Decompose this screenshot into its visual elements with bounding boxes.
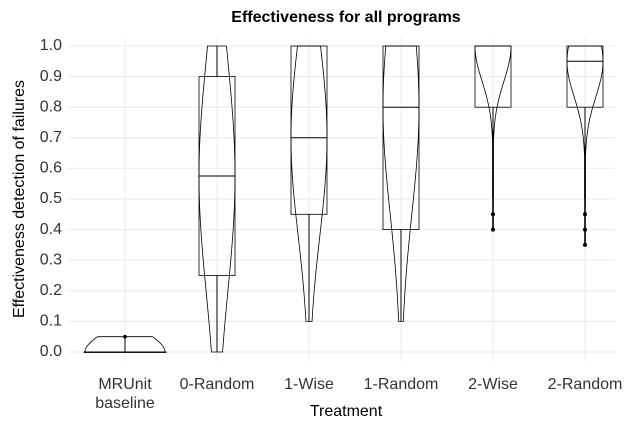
y-tick-label: 0.5 — [40, 190, 62, 207]
x-tick-label: 0-Random — [179, 376, 255, 393]
outlier — [583, 242, 587, 247]
x-tick-label: MRUnit baseline — [95, 376, 155, 412]
y-tick-label: 0.8 — [40, 98, 62, 115]
y-tick-label: 0.4 — [40, 221, 62, 238]
whisker-end — [123, 334, 127, 339]
y-tick-label: 0.7 — [40, 129, 62, 146]
violin — [84, 336, 166, 353]
box — [382, 45, 420, 231]
y-tick-label: 0.9 — [40, 68, 62, 85]
outlier — [491, 227, 495, 232]
outlier — [583, 227, 587, 232]
x-tick-label: 1-Wise — [284, 376, 334, 393]
x-tick-label: 2-Random — [547, 376, 623, 393]
y-tick-label: 0.2 — [40, 282, 62, 299]
x-axis-label: Treatment — [310, 403, 383, 420]
box — [290, 45, 328, 215]
y-tick-label: 1.0 — [40, 37, 62, 54]
violin — [198, 45, 236, 353]
y-axis-label: Effectiveness detection of failures — [11, 80, 28, 318]
x-tick-label: 1-Random — [363, 376, 439, 393]
y-tick-label: 0.6 — [40, 160, 62, 177]
chart-title: Effectiveness for all programs — [231, 9, 461, 26]
x-tick-label: 2-Wise — [468, 376, 518, 393]
y-tick-label: 0.3 — [40, 251, 62, 268]
outlier — [491, 212, 495, 217]
box — [566, 45, 604, 108]
outlier — [583, 212, 587, 217]
y-tick-label: 0.0 — [40, 343, 62, 360]
y-tick-label: 0.1 — [40, 313, 62, 330]
